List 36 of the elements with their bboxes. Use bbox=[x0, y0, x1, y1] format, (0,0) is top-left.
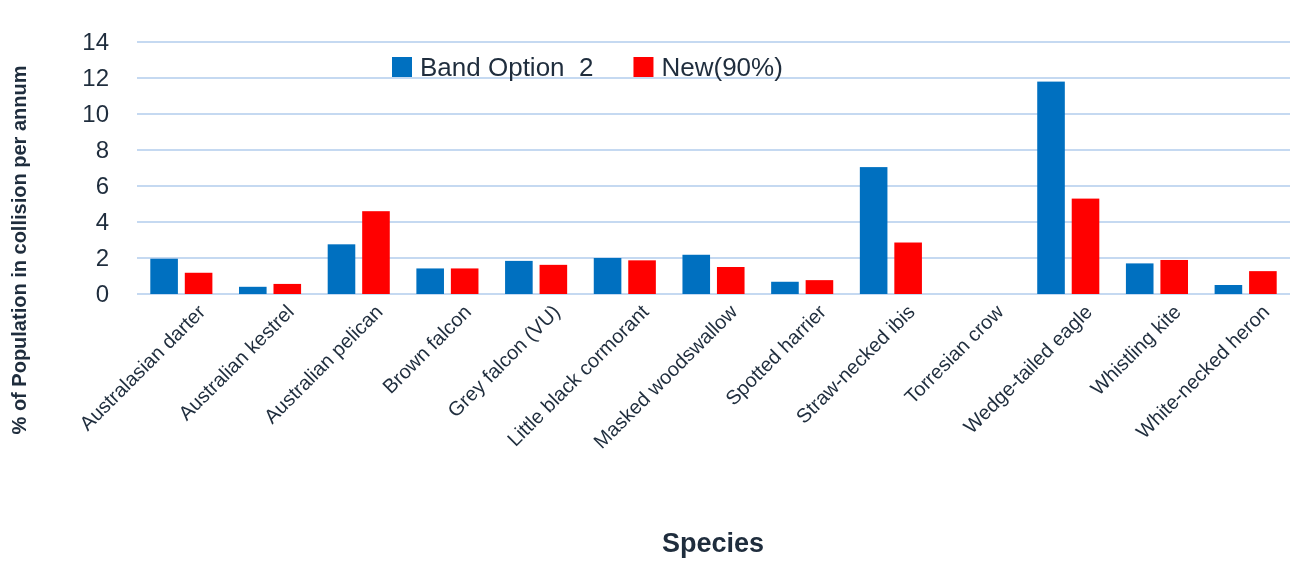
bar bbox=[416, 268, 444, 294]
bar bbox=[1214, 285, 1243, 294]
bar bbox=[894, 242, 922, 294]
bar bbox=[362, 211, 390, 294]
y-tick-label: 12 bbox=[82, 64, 109, 92]
bar bbox=[327, 244, 356, 294]
bar bbox=[716, 267, 745, 294]
bar bbox=[771, 281, 799, 294]
y-tick-label: 4 bbox=[95, 208, 109, 236]
y-tick-label: 0 bbox=[95, 280, 109, 308]
y-tick-label: 10 bbox=[82, 100, 109, 128]
bar bbox=[273, 283, 302, 294]
bar bbox=[1125, 263, 1154, 294]
bar bbox=[450, 268, 479, 294]
y-axis-title: % of Population in collision per annum bbox=[8, 65, 30, 435]
bar bbox=[682, 254, 711, 294]
bar bbox=[593, 258, 622, 294]
bar bbox=[628, 260, 656, 294]
x-axis-title: Species bbox=[661, 528, 765, 558]
bar bbox=[1160, 259, 1188, 294]
bar bbox=[505, 260, 533, 294]
bar bbox=[239, 286, 267, 294]
y-tick-label: 8 bbox=[95, 136, 109, 164]
legend-label: New(90%) bbox=[661, 52, 783, 83]
bar bbox=[184, 272, 213, 294]
y-tick-label: 6 bbox=[95, 172, 109, 200]
bar bbox=[1249, 271, 1277, 294]
y-tick-label: 14 bbox=[82, 28, 109, 56]
bar bbox=[1071, 198, 1100, 294]
y-tick-label: 2 bbox=[95, 244, 109, 272]
bar bbox=[539, 264, 568, 294]
legend-label: Band Option 2 bbox=[420, 52, 594, 83]
bar bbox=[150, 258, 178, 294]
bar bbox=[859, 167, 888, 294]
bar bbox=[1037, 81, 1065, 294]
bar bbox=[805, 280, 834, 294]
